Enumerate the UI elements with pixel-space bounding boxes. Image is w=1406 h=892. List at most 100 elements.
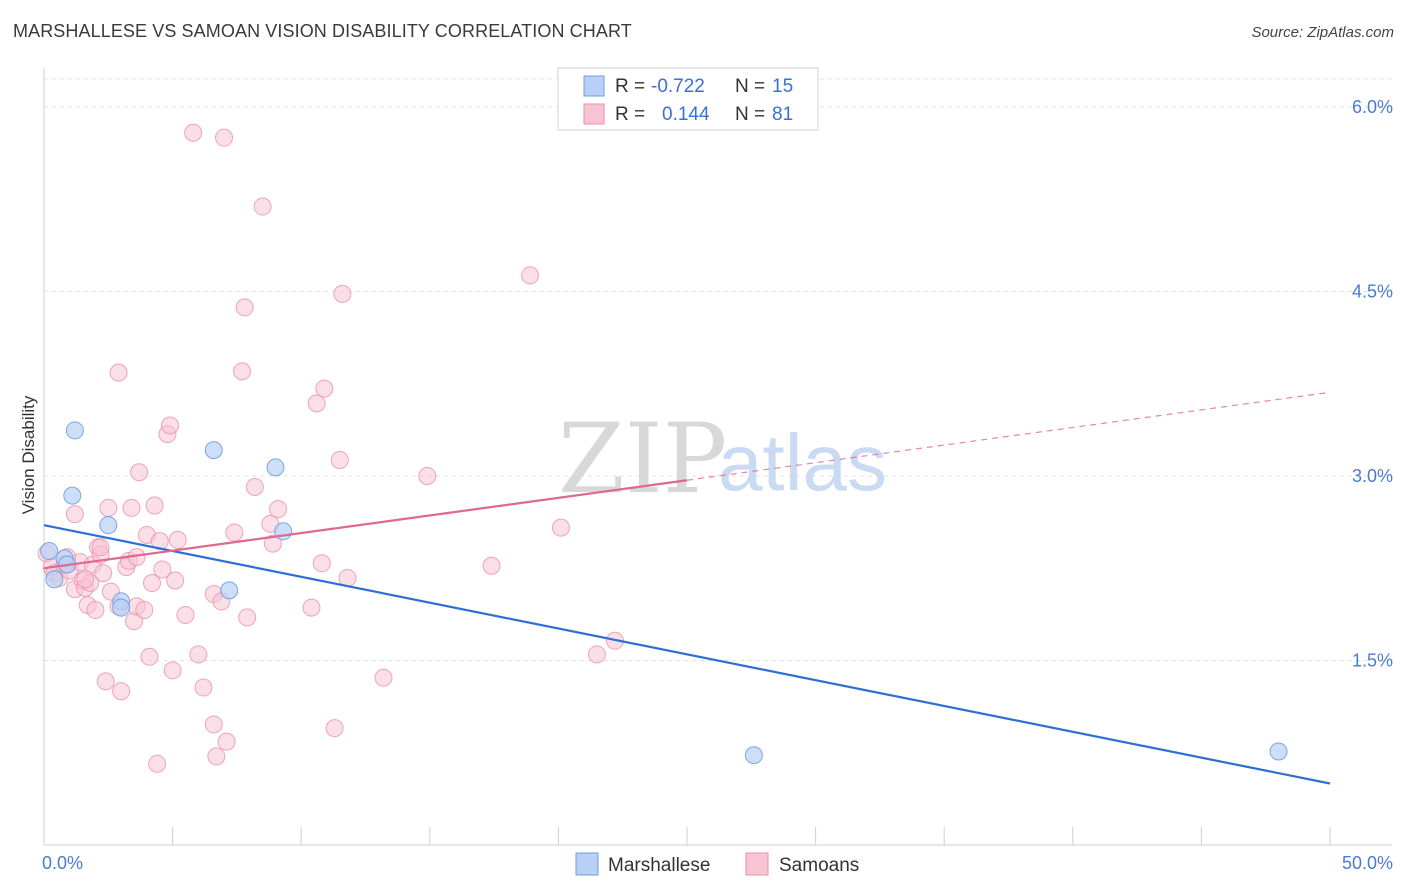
y-tick-label: 3.0% <box>1352 466 1393 486</box>
samoan-point <box>130 463 149 482</box>
y-tick-label: 4.5% <box>1352 281 1393 301</box>
samoan-point <box>148 754 167 773</box>
samoan-point <box>76 570 95 589</box>
samoan-point <box>161 416 180 435</box>
marshallese-point <box>220 581 239 600</box>
x-tick-label: 0.0% <box>42 853 83 873</box>
source-label: Source: ZipAtlas.com <box>1251 24 1394 41</box>
legend-n-value-2: 81 <box>772 104 793 125</box>
x-tick-label: 50.0% <box>1342 853 1393 873</box>
samoan-point <box>135 601 154 620</box>
marshallese-point <box>63 486 82 505</box>
samoan-point <box>143 573 162 592</box>
bottom-legend-marshallese: Marshallese <box>608 855 710 876</box>
samoan-point <box>112 682 131 701</box>
axes <box>43 68 1392 846</box>
watermark-zip: ZIP <box>558 403 727 515</box>
samoan-trend-line <box>43 479 688 570</box>
samoan-point <box>482 556 501 575</box>
legend-r-label-1: R = <box>615 76 645 97</box>
legend-n-value-1: 15 <box>772 76 793 97</box>
samoan-point <box>96 672 115 691</box>
samoan-points <box>37 123 624 773</box>
samoan-point <box>184 123 203 142</box>
samoan-point <box>94 564 113 583</box>
samoan-point <box>204 715 223 734</box>
samoan-point <box>153 560 172 579</box>
watermark-atlas: atlas <box>718 418 887 507</box>
samoan-point <box>163 661 182 680</box>
samoan-point <box>217 732 236 751</box>
samoan-point <box>238 608 257 627</box>
series-legend: Marshallese Samoans <box>575 852 859 876</box>
bottom-legend-marshallese-swatch <box>575 852 599 876</box>
samoan-point <box>312 554 331 573</box>
samoan-point <box>86 601 105 620</box>
watermark: ZIP atlas <box>558 403 887 515</box>
trend-lines <box>43 391 1331 785</box>
samoan-point <box>176 605 195 624</box>
samoan-point <box>194 678 213 697</box>
legend-r-value-2: 0.144 <box>662 104 710 125</box>
marshallese-point <box>266 458 285 477</box>
marshallese-point <box>65 421 84 440</box>
y-tick-label: 1.5% <box>1352 650 1393 670</box>
legend-r-value-1: -0.722 <box>651 76 705 97</box>
samoan-point <box>245 478 264 497</box>
samoan-point <box>330 450 349 469</box>
samoan-point <box>91 538 110 557</box>
samoan-trend-extension <box>686 391 1331 481</box>
legend-n-label-2: N = <box>735 104 765 125</box>
samoan-point <box>551 518 570 537</box>
marshallese-point <box>45 570 64 589</box>
y-tick-labels: 1.5% 3.0% 4.5% 6.0% <box>1352 97 1393 671</box>
marshallese-trend-line <box>43 524 1331 785</box>
samoan-point <box>189 645 208 664</box>
marshallese-point <box>204 441 223 460</box>
samoan-point <box>99 498 118 517</box>
samoan-point <box>521 266 540 285</box>
samoan-point <box>150 532 169 551</box>
x-tick-labels: 0.0% 50.0% <box>42 853 1393 873</box>
samoan-point <box>65 505 84 524</box>
marshallese-point <box>744 746 763 765</box>
samoan-point <box>315 379 334 398</box>
samoan-point <box>109 363 128 382</box>
marshallese-point <box>112 598 131 617</box>
samoan-point <box>145 496 164 515</box>
chart-title: MARSHALLESE VS SAMOAN VISION DISABILITY … <box>13 21 632 41</box>
samoan-point <box>418 466 437 485</box>
marshallese-points <box>40 421 1288 765</box>
legend-marshallese-swatch <box>583 75 605 97</box>
bottom-legend-samoans: Samoans <box>779 855 859 876</box>
samoan-point <box>269 500 288 519</box>
samoan-point <box>207 747 226 766</box>
samoan-point <box>587 645 606 664</box>
samoan-point <box>225 523 244 542</box>
marshallese-point <box>1269 742 1288 761</box>
correlation-legend: R = -0.722 N = 15 R = 0.144 N = 81 <box>557 67 819 131</box>
samoan-point <box>233 362 252 381</box>
samoan-point <box>374 668 393 687</box>
legend-samoan-swatch <box>583 103 605 125</box>
samoan-point <box>122 498 141 517</box>
samoan-point <box>333 284 352 303</box>
samoan-point <box>325 719 344 738</box>
samoan-point <box>166 571 185 590</box>
samoan-point <box>215 128 234 147</box>
samoan-point <box>140 647 159 666</box>
samoan-point <box>302 598 321 617</box>
samoan-point <box>235 298 254 317</box>
y-tick-label: 6.0% <box>1352 97 1393 117</box>
samoan-point <box>307 394 326 413</box>
legend-n-label-1: N = <box>735 76 765 97</box>
y-axis-label: Vision Disability <box>19 395 38 514</box>
marshallese-point <box>99 516 118 535</box>
samoan-point <box>168 530 187 549</box>
samoan-point <box>263 534 282 553</box>
bottom-legend-samoans-swatch <box>745 852 769 876</box>
legend-r-label-2: R = <box>615 104 645 125</box>
samoan-point <box>253 197 272 216</box>
marshallese-point <box>40 541 59 560</box>
